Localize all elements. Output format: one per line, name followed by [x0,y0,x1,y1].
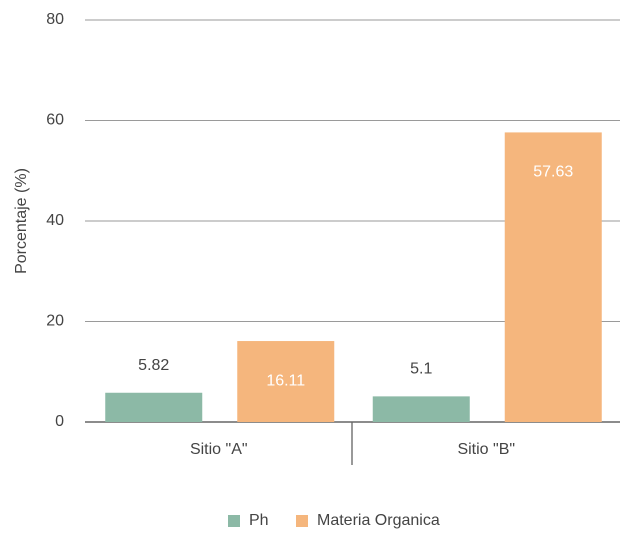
y-tick-label: 60 [46,112,64,129]
data-label: 16.11 [266,372,305,389]
bar [105,392,203,422]
data-label: 5.82 [138,357,169,374]
bar [237,341,335,422]
legend-swatch [228,515,240,527]
y-tick-label: 40 [46,212,64,229]
bar [372,396,470,422]
x-tick-label: Sitio "B" [457,441,515,458]
y-tick-label: 0 [55,413,64,430]
y-tick-label: 20 [46,313,64,330]
legend-label: Ph [249,512,269,529]
y-tick-label: 80 [46,11,64,28]
x-tick-label: Sitio "A" [190,441,248,458]
legend-label: Materia Organica [317,512,440,529]
legend-swatch [296,515,308,527]
bar [504,132,602,423]
y-axis-label: Porcentaje (%) [13,168,30,274]
data-label: 57.63 [533,164,573,181]
data-label: 5.1 [410,361,432,378]
